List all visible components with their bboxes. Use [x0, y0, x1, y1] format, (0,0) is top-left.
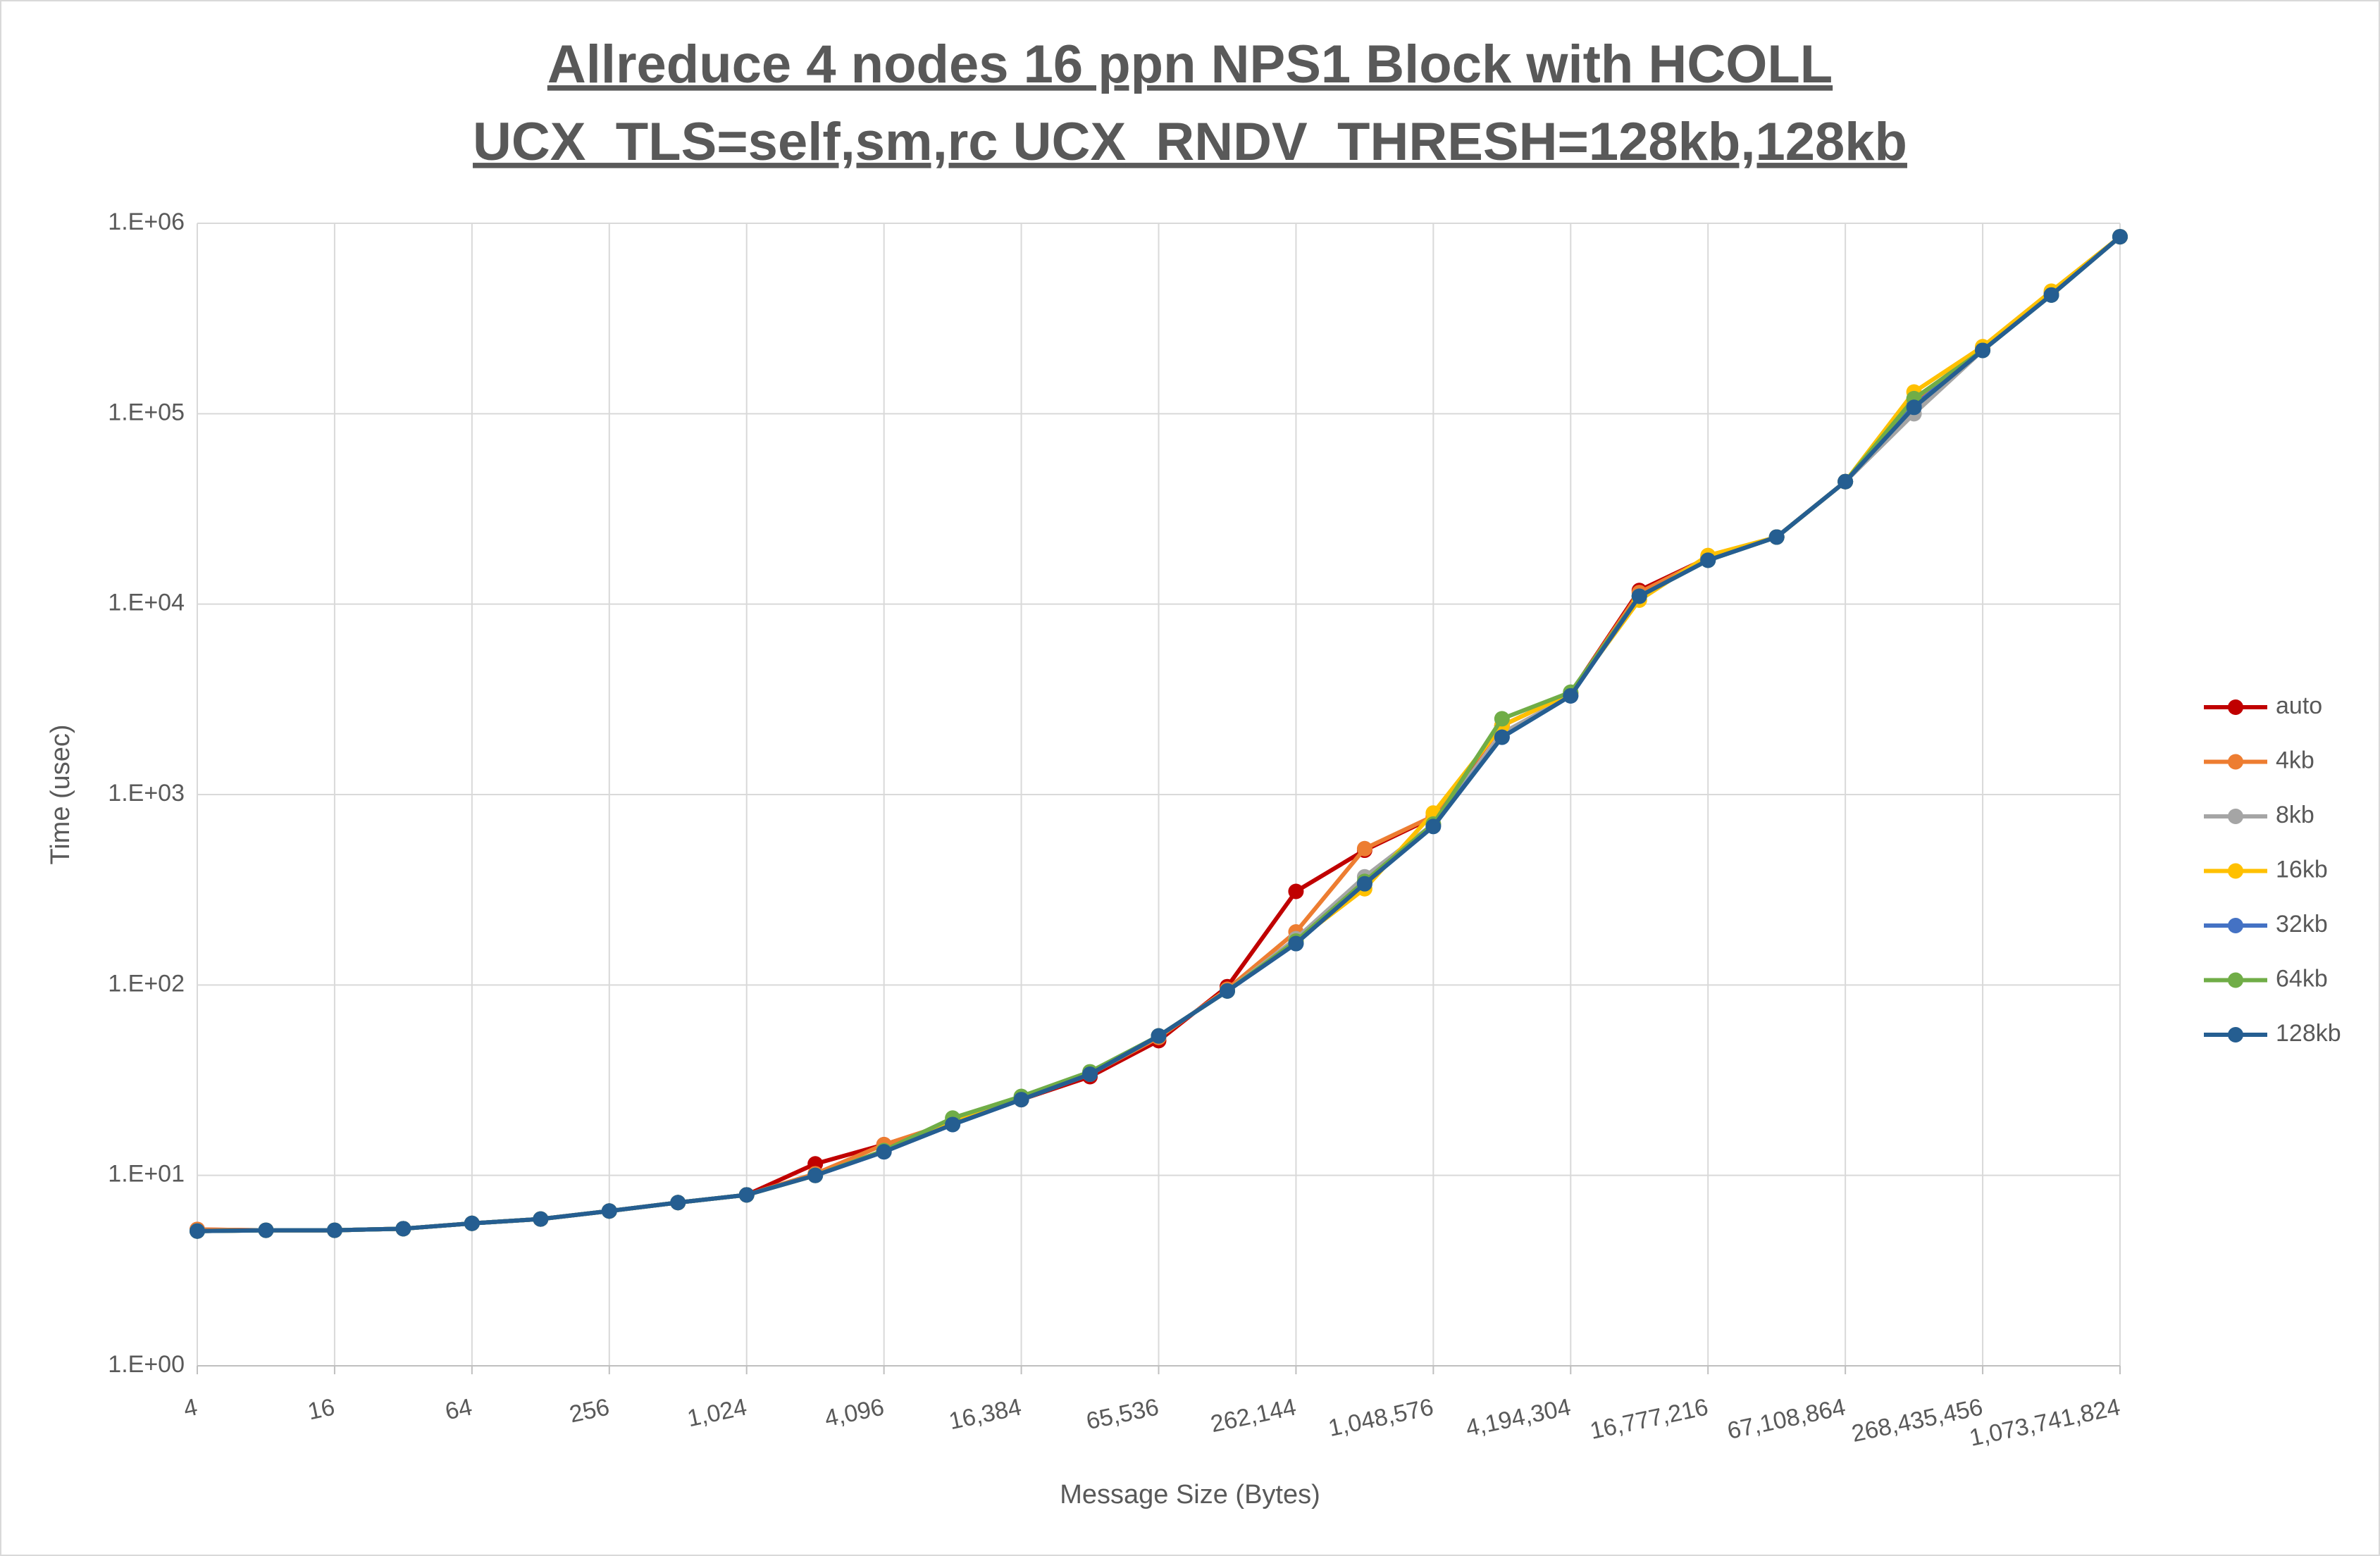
- data-point: [1494, 711, 1510, 727]
- y-tick-label: 1.E+03: [108, 780, 185, 807]
- x-axis-label: Message Size (Bytes): [1060, 1480, 1320, 1510]
- data-point: [1631, 588, 1647, 604]
- legend-label: 64kb: [2276, 965, 2328, 992]
- data-point: [1700, 552, 1716, 568]
- legend-marker: [2228, 918, 2243, 933]
- legend-marker: [2228, 1027, 2243, 1042]
- data-point: [326, 1222, 342, 1238]
- data-point: [395, 1221, 411, 1237]
- data-point: [670, 1195, 686, 1211]
- data-point: [601, 1203, 617, 1219]
- data-point: [1288, 883, 1304, 900]
- legend-marker: [2228, 699, 2243, 715]
- x-tick-label: 64: [442, 1393, 474, 1425]
- data-point: [1356, 876, 1372, 892]
- y-tick-label: 1.E+06: [108, 208, 185, 235]
- legend-label: 16kb: [2276, 856, 2328, 883]
- data-point: [876, 1144, 892, 1160]
- data-point: [1356, 840, 1372, 857]
- data-point: [945, 1116, 961, 1133]
- chart-title: UCX_TLS=self,sm,rc UCX_RNDV_THRESH=128kb…: [473, 112, 1907, 172]
- y-tick-label: 1.E+04: [108, 590, 185, 616]
- legend-label: 4kb: [2276, 747, 2314, 773]
- data-point: [1425, 819, 1442, 835]
- chart-title: Allreduce 4 nodes 16 ppn NPS1 Block with…: [547, 35, 1833, 94]
- legend-label: auto: [2276, 692, 2322, 719]
- data-point: [1288, 935, 1304, 952]
- legend-marker: [2228, 863, 2243, 879]
- legend: auto 4kb 8kb 16kb 32kb 64kb 128kb: [2204, 692, 2341, 1047]
- data-point: [1494, 729, 1510, 745]
- data-point: [2043, 287, 2059, 303]
- legend-label: 128kb: [2276, 1020, 2341, 1047]
- y-tick-label: 1.E+05: [108, 399, 185, 425]
- data-point: [1151, 1028, 1167, 1044]
- data-point: [1906, 399, 1922, 416]
- data-point: [1768, 529, 1785, 545]
- data-point: [1563, 687, 1579, 704]
- data-point: [1219, 983, 1235, 999]
- y-tick-label: 1.E+01: [108, 1161, 185, 1188]
- data-point: [258, 1222, 274, 1238]
- legend-label: 8kb: [2276, 802, 2314, 828]
- data-point: [738, 1187, 755, 1203]
- data-point: [1837, 473, 1854, 490]
- y-axis-label: Time (usec): [46, 724, 75, 864]
- legend-marker: [2228, 972, 2243, 988]
- data-point: [2112, 229, 2128, 245]
- data-point: [1013, 1092, 1029, 1108]
- data-point: [1082, 1066, 1098, 1082]
- legend-marker: [2228, 754, 2243, 770]
- plot-area: [190, 229, 2128, 1239]
- x-tick-label: 16: [306, 1393, 337, 1425]
- y-tick-label: 1.E+02: [108, 970, 185, 997]
- y-tick-label: 1.E+00: [108, 1351, 185, 1378]
- legend-label: 32kb: [2276, 911, 2328, 938]
- data-point: [464, 1215, 480, 1231]
- data-point: [807, 1167, 824, 1183]
- data-point: [533, 1211, 549, 1227]
- data-point: [1975, 342, 1991, 359]
- legend-marker: [2228, 809, 2243, 824]
- data-point: [190, 1223, 205, 1239]
